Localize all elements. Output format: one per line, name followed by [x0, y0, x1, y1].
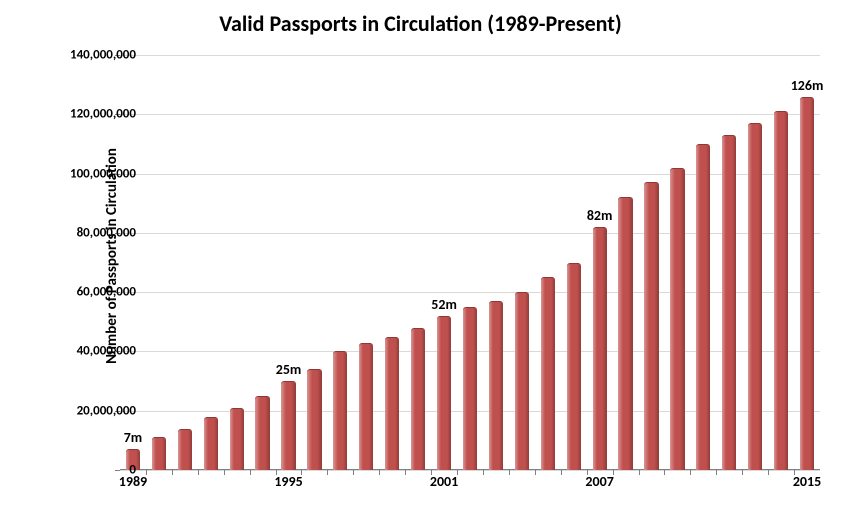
data-label-2015: 126m: [791, 77, 824, 94]
bar-2002: [463, 307, 477, 470]
bar-2011: [696, 144, 710, 470]
y-tick-label: 80,000,000: [77, 225, 136, 240]
bar-2012: [722, 135, 736, 470]
y-tick-label: 120,000,000: [70, 107, 136, 122]
chart-container: Valid Passports in Circulation (1989-Pre…: [0, 0, 841, 511]
x-tick: [353, 470, 354, 475]
x-tick: [535, 470, 536, 475]
x-tick: [301, 470, 302, 475]
gridline: [120, 470, 820, 471]
bar-2008: [618, 197, 632, 470]
x-tick: [198, 470, 199, 475]
gridline: [120, 114, 820, 115]
data-label-2007: 82m: [587, 207, 613, 224]
bar-1997: [333, 351, 347, 470]
data-label-1989: 7m: [124, 429, 142, 446]
bar-2010: [670, 168, 684, 470]
data-label-1995: 25m: [276, 361, 302, 378]
bar-2001: [437, 316, 451, 470]
plot-area: 19897m199525m200152m200782m2015126m: [120, 55, 820, 470]
bar-1993: [230, 408, 244, 470]
gridline: [120, 55, 820, 56]
bar-2000: [411, 328, 425, 470]
y-tick: [115, 470, 120, 471]
bar-1990: [152, 437, 166, 470]
x-tick-label-2015: 2015: [793, 473, 821, 490]
bar-1995: [281, 381, 295, 470]
chart-title: Valid Passports in Circulation (1989-Pre…: [0, 10, 841, 37]
bar-2014: [774, 111, 788, 470]
x-tick: [613, 470, 614, 475]
bar-2013: [748, 123, 762, 470]
bar-2005: [541, 277, 555, 470]
x-tick: [690, 470, 691, 475]
bar-2006: [567, 263, 581, 471]
bar-2003: [489, 301, 503, 470]
bar-1998: [359, 343, 373, 470]
x-tick: [327, 470, 328, 475]
y-tick-label: 100,000,000: [70, 166, 136, 181]
x-tick: [483, 470, 484, 475]
bar-1992: [204, 417, 218, 470]
y-tick-label: 20,000,000: [77, 403, 136, 418]
bar-1994: [255, 396, 269, 470]
x-tick: [509, 470, 510, 475]
bar-2007: [593, 227, 607, 470]
bar-1999: [385, 337, 399, 470]
x-tick: [742, 470, 743, 475]
y-tick-label: 140,000,000: [70, 48, 136, 63]
gridline: [120, 292, 820, 293]
gridline: [120, 174, 820, 175]
x-tick: [250, 470, 251, 475]
gridline: [120, 233, 820, 234]
x-tick: [639, 470, 640, 475]
x-tick: [224, 470, 225, 475]
x-tick: [146, 470, 147, 475]
y-tick-label: 60,000,000: [77, 285, 136, 300]
x-tick: [768, 470, 769, 475]
y-tick-label: 40,000,000: [77, 344, 136, 359]
bar-2015: [800, 97, 814, 471]
bar-1996: [307, 369, 321, 470]
x-tick: [457, 470, 458, 475]
x-tick: [405, 470, 406, 475]
x-tick: [379, 470, 380, 475]
x-tick: [664, 470, 665, 475]
x-tick-label-2007: 2007: [585, 473, 613, 490]
x-tick: [561, 470, 562, 475]
data-label-2001: 52m: [431, 296, 457, 313]
bar-1991: [178, 429, 192, 471]
x-tick-label-1995: 1995: [274, 473, 302, 490]
y-tick-label: 0: [129, 463, 136, 478]
x-tick: [716, 470, 717, 475]
x-tick-label-2001: 2001: [430, 473, 458, 490]
bar-2004: [515, 292, 529, 470]
bar-2009: [644, 182, 658, 470]
x-tick: [172, 470, 173, 475]
